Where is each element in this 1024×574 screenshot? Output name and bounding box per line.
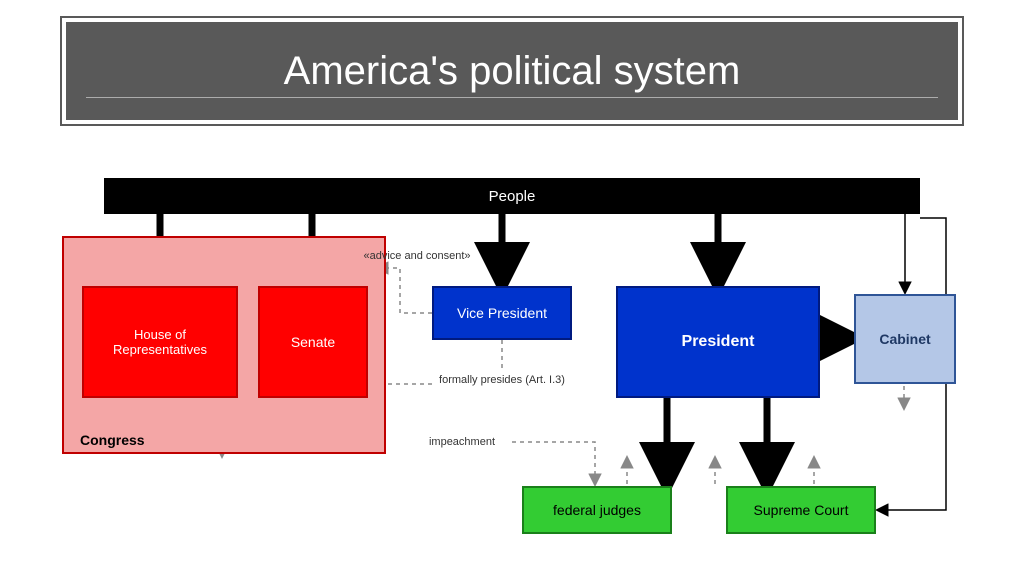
annotation-advice: «advice and consent» bbox=[352, 250, 482, 262]
cabinet-box: Cabinet bbox=[854, 294, 956, 384]
title-underline bbox=[86, 97, 938, 98]
people-box: People bbox=[104, 178, 920, 214]
judges-box: federal judges bbox=[522, 486, 672, 534]
house-box: House of Representatives bbox=[82, 286, 238, 398]
diagram-canvas: Congress People House of RepresentativesSe… bbox=[62, 178, 962, 562]
annotation-presides: formally presides (Art. I.3) bbox=[432, 374, 572, 386]
supreme-box: Supreme Court bbox=[726, 486, 876, 534]
title-bar: America's political system bbox=[62, 18, 962, 124]
vp-box: Vice President bbox=[432, 286, 572, 340]
congress-label: Congress bbox=[80, 432, 145, 448]
senate-box: Senate bbox=[258, 286, 368, 398]
annotation-impeachment: impeachment bbox=[412, 436, 512, 448]
president-box: President bbox=[616, 286, 820, 398]
page-title: America's political system bbox=[284, 49, 741, 94]
